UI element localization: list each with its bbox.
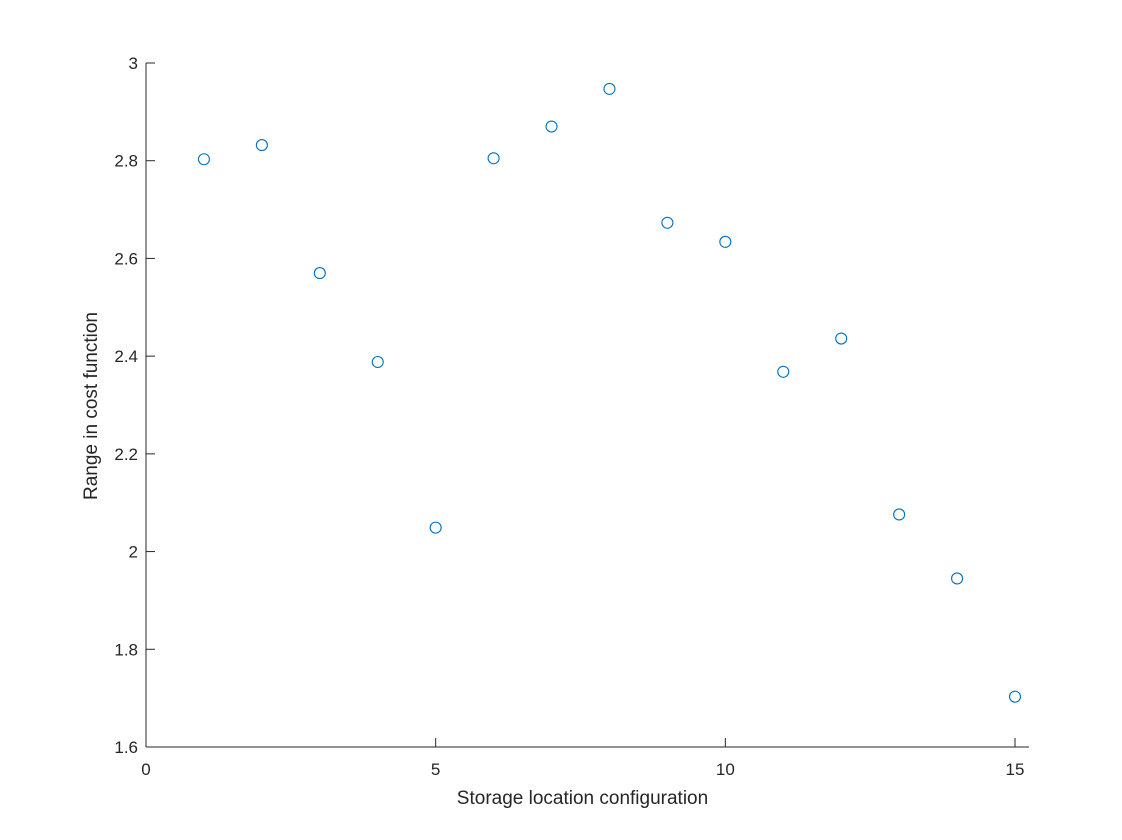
x-tick-label: 5: [431, 760, 440, 779]
data-point: [719, 235, 732, 248]
y-axis-title: Range in cost function: [81, 312, 102, 500]
y-tick-label: 2.8: [114, 152, 138, 171]
x-tick-label: 15: [1006, 760, 1025, 779]
y-tick-label: 2.2: [114, 445, 138, 464]
data-point: [429, 521, 442, 534]
x-tick-label: 10: [716, 760, 735, 779]
x-ticks: 0 5 10 15: [141, 738, 1024, 779]
data-point: [371, 355, 384, 369]
y-ticks: 1.6 1.8 2 2.2 2.4 2.6 2.8 3: [114, 54, 155, 757]
y-tick-label: 2.4: [114, 347, 138, 366]
data-point: [1008, 690, 1022, 703]
data-point: [777, 365, 790, 378]
data-point: [661, 216, 674, 229]
y-tick-label: 2: [129, 543, 138, 562]
data-point: [197, 153, 210, 166]
x-axis-title: Storage location configuration: [457, 788, 708, 809]
y-tick-label: 1.6: [114, 738, 138, 757]
data-point: [893, 508, 906, 521]
axes: [145, 63, 1029, 748]
y-tick-label: 1.8: [114, 640, 138, 659]
data-point: [835, 332, 848, 345]
y-tick-label: 3: [129, 54, 138, 73]
data-point: [603, 82, 616, 95]
data-point: [545, 120, 558, 133]
data-point: [255, 139, 268, 152]
y-tick-label: 2.6: [114, 249, 138, 268]
data-points: [197, 82, 1022, 703]
x-tick-label: 0: [141, 760, 150, 779]
data-point: [313, 267, 326, 280]
data-point: [951, 572, 964, 585]
data-point: [487, 152, 500, 165]
